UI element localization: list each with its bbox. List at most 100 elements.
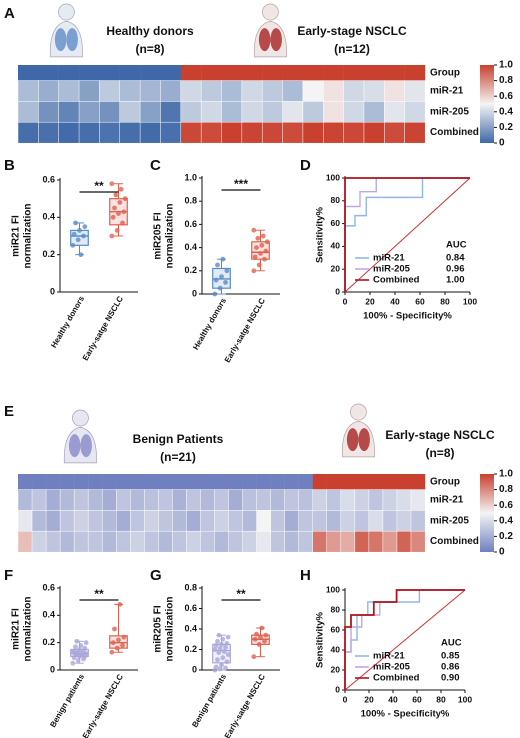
data-point	[77, 647, 82, 652]
heatmap-cell	[298, 489, 314, 511]
heatmap-cell	[45, 510, 61, 532]
data-point	[258, 251, 263, 256]
heatmap-cell	[201, 65, 222, 81]
row-label: Combined	[430, 127, 479, 138]
data-point	[71, 231, 77, 237]
heatmap-cell	[404, 80, 426, 102]
heatmap-cell	[158, 489, 173, 511]
heatmap-cell	[17, 510, 33, 532]
legend-label: miR-21	[373, 651, 405, 662]
data-point	[212, 291, 218, 297]
data-point	[112, 205, 117, 211]
heatmap-cell	[228, 489, 244, 511]
x-tick-label: 80	[436, 694, 446, 704]
heatmap-cell	[200, 474, 215, 490]
heatmap-cell	[270, 474, 285, 490]
data-point	[121, 634, 127, 640]
heatmap-cell	[270, 510, 286, 532]
heatmap-cell	[186, 530, 201, 553]
heatmap-cell	[221, 121, 243, 144]
y-tick-label: 80	[331, 604, 341, 614]
data-point	[75, 658, 81, 663]
data-point	[254, 631, 259, 637]
heatmap-cell	[343, 80, 365, 102]
data-point	[216, 632, 222, 638]
data-point	[219, 662, 224, 668]
heatmap-cell	[404, 65, 426, 81]
data-point	[110, 640, 116, 646]
heatmap-cell	[282, 65, 304, 81]
heatmap-cell	[221, 101, 243, 123]
group-count: (n=12)	[334, 42, 370, 56]
heatmap-cell	[228, 474, 243, 490]
data-point	[77, 228, 82, 233]
heatmap-cell	[58, 65, 80, 81]
heatmap-cell	[115, 510, 131, 532]
heatmap-cell	[410, 474, 426, 490]
y-tick-label: 60	[331, 218, 341, 228]
legend-label: Combined	[373, 673, 420, 684]
heatmap-cell	[242, 489, 258, 511]
heatmap-cell	[262, 65, 283, 81]
heatmap-cell	[298, 510, 314, 532]
heatmap-cell	[59, 510, 75, 532]
group-count: (n=8)	[135, 42, 164, 56]
data-point	[213, 277, 219, 283]
data-point	[263, 632, 269, 638]
y-tick-label: 0.4	[42, 212, 55, 222]
data-point	[114, 228, 120, 233]
heatmap-cell	[115, 489, 131, 511]
heatmap-cell	[140, 65, 161, 81]
heatmap-cell	[58, 101, 80, 123]
heatmap-cell	[139, 101, 161, 123]
data-point	[220, 636, 226, 642]
significance-label: ***	[234, 177, 248, 191]
icon-lung	[258, 28, 271, 52]
data-point	[252, 254, 258, 260]
heatmap-cell	[242, 474, 257, 490]
heatmap-cell	[172, 530, 187, 553]
heatmap-cell	[87, 510, 103, 532]
heatmap-cell	[343, 121, 365, 144]
colorbar	[480, 474, 494, 552]
heatmap-cell	[99, 101, 121, 123]
heatmap-cell	[261, 80, 284, 102]
colorbar-tick-label: 0.2	[499, 122, 513, 133]
heatmap-cell	[382, 474, 398, 490]
row-label: Group	[430, 476, 460, 487]
colorbar-tick-label: 0	[499, 547, 505, 558]
heatmap-cell	[214, 510, 229, 532]
roc-curve	[344, 177, 470, 292]
heatmap-cell	[363, 121, 385, 144]
data-point	[109, 233, 115, 239]
panel-letter: D	[300, 157, 311, 174]
heatmap-cell	[144, 489, 159, 511]
data-point	[221, 649, 227, 654]
heatmap-cell	[160, 101, 182, 123]
data-point	[118, 186, 124, 192]
heatmap-cell	[200, 121, 222, 144]
y-tick-label: 100	[326, 584, 340, 594]
heatmap-cell	[298, 474, 313, 490]
heatmap-cell	[326, 474, 341, 490]
data-point	[73, 220, 78, 226]
heatmap-cell	[221, 65, 243, 81]
data-point	[259, 625, 265, 631]
heatmap-cell	[241, 101, 263, 123]
data-point	[216, 650, 222, 655]
heatmap-cell	[228, 530, 244, 553]
y-tick-label: 0	[50, 664, 55, 674]
heatmap-cell	[312, 489, 328, 511]
data-point	[215, 638, 220, 644]
group-title: Healthy donors	[106, 24, 194, 38]
heatmap-cell	[160, 80, 182, 102]
data-point	[116, 637, 121, 643]
icon-lung	[358, 428, 370, 452]
heatmap-cell	[160, 121, 182, 144]
heatmap-cell	[363, 80, 385, 102]
heatmap-cell	[101, 530, 117, 553]
heatmap-cell	[282, 121, 304, 144]
row-label: miR-205	[430, 106, 469, 117]
row-label: miR-21	[430, 495, 464, 506]
